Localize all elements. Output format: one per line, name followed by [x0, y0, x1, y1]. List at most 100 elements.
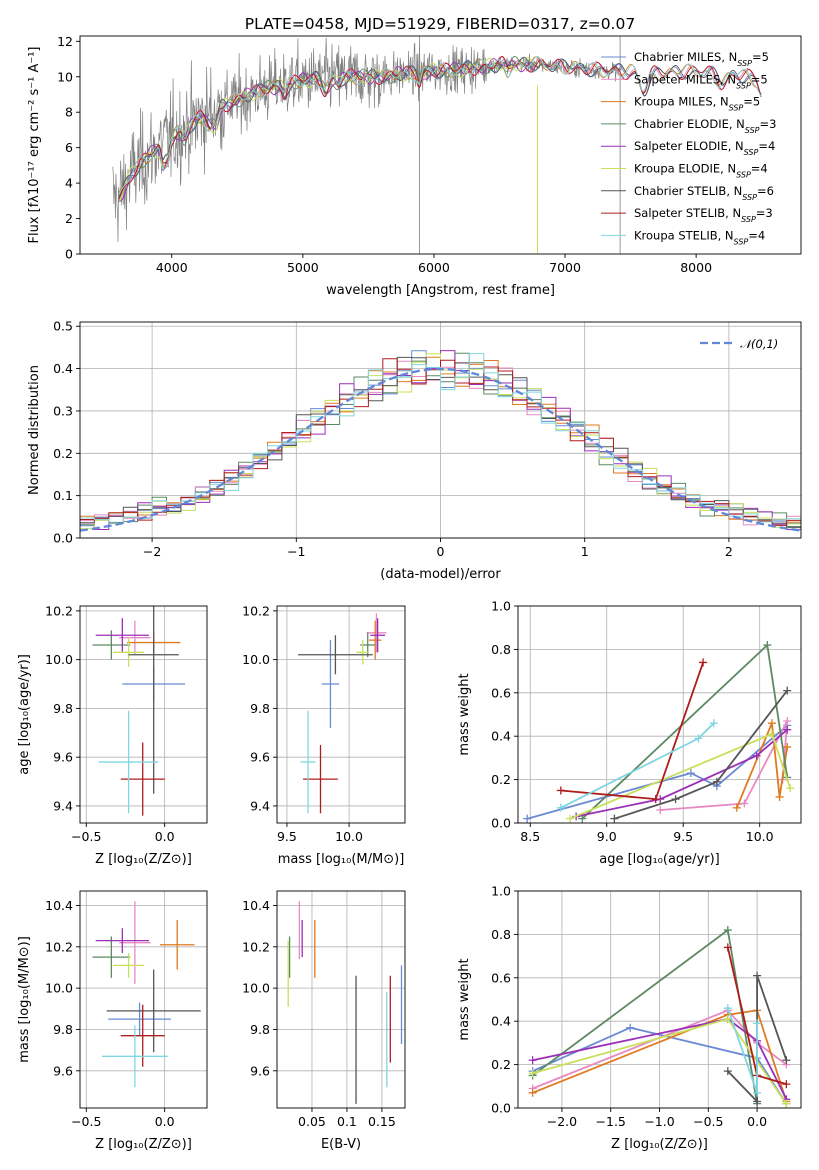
panel-mass-vs-Z: −0.5 0.0 9.6 9.8 10.0 10.2 10.4 Z [log₁₀(Z/Z⊙)]…	[17, 890, 208, 1152]
y-tick-label: 0.3	[53, 403, 73, 418]
data-point	[753, 971, 762, 980]
y-axis-label: mass weight	[457, 673, 472, 755]
data-point	[671, 795, 680, 804]
legend-label: 𝒩(0,1)	[740, 337, 778, 351]
x-axis-label: (data-model)/error	[380, 567, 501, 582]
y-tick-label: 10.0	[45, 652, 73, 667]
y-axis-label: Flux [fλ10⁻¹⁷ erg cm⁻² s⁻¹ A⁻¹]	[27, 47, 42, 244]
y-tick-label: 10.0	[242, 652, 270, 667]
data-point	[723, 1004, 732, 1013]
y-tick-label: 10.0	[242, 981, 270, 996]
data-point	[752, 751, 761, 760]
y-tick-label: 10.4	[45, 898, 73, 913]
x-tick-label: 7000	[549, 260, 581, 275]
y-tick-label: 9.8	[250, 1022, 270, 1037]
axes-frame	[79, 605, 208, 824]
x-tick-label: 0	[437, 544, 445, 559]
x-tick-label: 5000	[287, 260, 319, 275]
x-tick-label: −1.5	[596, 1114, 626, 1129]
x-axis-label: E(B-V)	[321, 1137, 361, 1152]
data-point	[651, 795, 660, 804]
series-line	[575, 729, 788, 818]
x-tick-label: −1	[287, 544, 305, 559]
model-spectrum	[118, 55, 762, 195]
y-tick-label: 0	[65, 247, 73, 262]
observed-spectrum	[112, 37, 622, 243]
y-tick-label: 9.4	[53, 798, 73, 813]
y-tick-label: 0.6	[491, 685, 511, 700]
y-tick-label: 0.2	[53, 446, 73, 461]
axes-frame	[517, 605, 802, 824]
data-point	[709, 719, 718, 728]
x-tick-label: −2.0	[547, 1114, 577, 1129]
data-point	[528, 1088, 537, 1097]
data-point	[783, 717, 792, 726]
x-tick-label: −0.5	[71, 1114, 101, 1129]
series-line	[560, 662, 704, 801]
panel-age-vs-mass: 9.5 10.0 9.4 9.6 9.8 10.0 10.2 mass [log₁₀(M/M⊙…	[242, 603, 406, 867]
x-tick-label: 0.15	[368, 1114, 396, 1129]
panel-mass-weight-vs-Z: −2.0 −1.5 −1.0 −0.5 0.0 0.0 0.2 0.4 0.6 0.8 1.0 Z […	[457, 884, 802, 1152]
x-axis-label: age [log₁₀(age/yr)]	[599, 852, 720, 867]
series-line	[614, 690, 788, 820]
y-tick-label: 10	[57, 69, 73, 84]
x-tick-label: 8000	[680, 260, 712, 275]
y-tick-label: 4	[65, 176, 73, 191]
legend-label: Salpeter MILES, NSSP=5	[634, 72, 768, 90]
data-point	[723, 1067, 732, 1076]
x-axis-label: Z [log₁₀(Z/Z⊙)]	[95, 1137, 192, 1152]
data-point	[528, 1069, 537, 1078]
y-tick-label: 9.8	[250, 701, 270, 716]
legend-label: Salpeter STELIB, NSSP=3	[634, 206, 773, 224]
y-tick-label: 9.6	[53, 1063, 73, 1078]
x-tick-label: −0.5	[693, 1114, 723, 1129]
y-tick-label: 0.5	[53, 319, 73, 334]
x-tick-label: 8.5	[520, 829, 540, 844]
y-tick-label: 0.0	[491, 816, 511, 831]
data-point	[763, 641, 772, 650]
figure-title: PLATE=0458, MJD=51929, FIBERID=0317, z=0…	[245, 15, 635, 33]
model-spectrum	[118, 56, 762, 198]
histogram-step	[80, 358, 801, 526]
data-point	[782, 1099, 791, 1108]
data-point	[556, 803, 565, 812]
y-tick-label: 0.1	[53, 488, 73, 503]
y-tick-label: 9.4	[250, 798, 270, 813]
y-tick-label: 2	[65, 211, 73, 226]
data-point	[723, 1015, 732, 1024]
x-tick-label: 0.05	[298, 1114, 326, 1129]
y-tick-label: 9.6	[250, 1063, 270, 1078]
axes-frame	[79, 35, 802, 255]
x-axis-label: Z [log₁₀(Z/Z⊙)]	[611, 1137, 708, 1152]
y-tick-label: 10.2	[242, 939, 270, 954]
y-tick-label: 9.6	[53, 750, 73, 765]
legend-label: Kroupa MILES, NSSP=5	[634, 95, 760, 113]
y-axis-label: mass weight	[457, 958, 472, 1040]
data-point	[732, 803, 741, 812]
data-point	[786, 784, 795, 793]
series-line	[660, 720, 789, 811]
y-tick-label: 6	[65, 140, 73, 155]
x-tick-label: 9.5	[673, 829, 693, 844]
data-point	[783, 743, 792, 752]
data-point	[699, 658, 708, 667]
x-tick-label: 6000	[418, 260, 450, 275]
data-point	[782, 1056, 791, 1065]
data-point	[783, 725, 792, 734]
x-tick-label: 0.0	[155, 829, 175, 844]
data-point	[686, 769, 695, 778]
legend-label: Chabrier STELIB, NSSP=6	[634, 184, 774, 202]
data-point	[767, 730, 776, 739]
x-tick-label: 9.5	[277, 829, 297, 844]
histogram-step	[80, 353, 801, 524]
data-point	[712, 777, 721, 786]
series-line	[532, 1018, 788, 1100]
x-tick-label: 2	[725, 544, 733, 559]
x-axis-label: wavelength [Angstrom, rest frame]	[326, 283, 555, 298]
data-point	[566, 814, 575, 823]
y-tick-label: 0.4	[491, 1014, 511, 1029]
x-tick-label: 9.0	[597, 829, 617, 844]
y-tick-label: 1.0	[491, 599, 511, 614]
normal-curve	[79, 367, 802, 532]
